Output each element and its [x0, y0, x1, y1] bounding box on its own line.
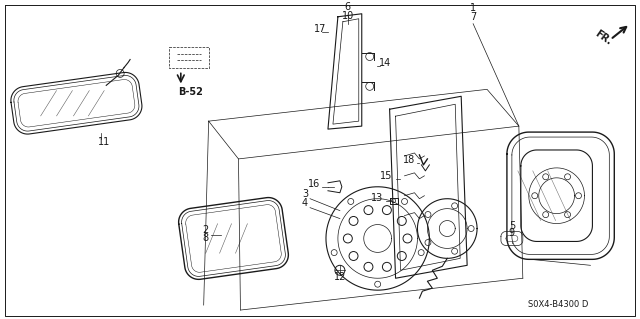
Text: 9: 9	[509, 228, 515, 239]
Text: 18: 18	[403, 155, 415, 165]
Text: 11: 11	[98, 137, 110, 147]
Text: B-52: B-52	[179, 87, 203, 97]
Text: 13: 13	[371, 193, 383, 203]
Text: S0X4-B4300 D: S0X4-B4300 D	[529, 300, 589, 309]
Text: 15: 15	[380, 171, 392, 181]
Text: 4: 4	[302, 198, 308, 208]
Text: 12: 12	[333, 272, 346, 282]
Text: 1: 1	[470, 3, 476, 13]
Text: 3: 3	[302, 189, 308, 199]
Text: 14: 14	[378, 58, 391, 69]
Text: 8: 8	[202, 234, 209, 243]
Text: 6: 6	[345, 2, 351, 12]
Text: 17: 17	[314, 24, 326, 34]
Text: 16: 16	[308, 179, 320, 189]
Text: 5: 5	[509, 220, 515, 231]
Text: 10: 10	[342, 11, 354, 21]
Text: 2: 2	[202, 225, 209, 234]
Text: 7: 7	[470, 12, 476, 22]
Text: FR.: FR.	[593, 28, 614, 47]
